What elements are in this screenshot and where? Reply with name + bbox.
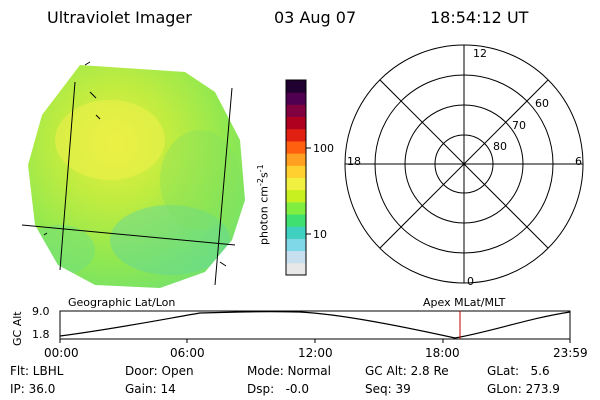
colorbar-unit-label: photon cm-2s-1 bbox=[256, 164, 271, 245]
polar-label-0: 0 bbox=[467, 275, 474, 288]
timeline-right-title: Apex MLat/MLT bbox=[423, 296, 506, 309]
colorbar-band bbox=[286, 104, 306, 118]
colorbar-band bbox=[286, 189, 306, 203]
status-glat: GLat: 5.6 bbox=[487, 364, 550, 378]
instrument-title: Ultraviolet Imager bbox=[47, 8, 192, 27]
timeline-tick-1800: 18:00 bbox=[425, 346, 460, 360]
colorbar-band bbox=[286, 140, 306, 154]
status-ip: IP: 36.0 bbox=[10, 382, 56, 396]
colorbar-band bbox=[286, 153, 306, 166]
timeline-tick-2359: 23:59 bbox=[553, 346, 588, 360]
colorbar-band bbox=[286, 116, 306, 130]
status-mode: Mode: Normal bbox=[247, 364, 331, 378]
colorbar-band bbox=[286, 214, 306, 227]
polar-label-80: 80 bbox=[493, 140, 507, 153]
colorbar-band bbox=[286, 262, 306, 276]
colorbar-band bbox=[286, 165, 306, 178]
colorbar-band bbox=[286, 238, 306, 252]
colorbar-band bbox=[286, 128, 306, 142]
status-glon: GLon: 273.9 bbox=[487, 382, 560, 396]
colorbar-band bbox=[286, 226, 306, 239]
colorbar-band bbox=[286, 177, 306, 191]
timeline-y-max: 9.0 bbox=[32, 305, 50, 318]
timeline-tick-0600: 06:00 bbox=[170, 346, 205, 360]
colorbar-band bbox=[286, 92, 306, 105]
timeline-left-title: Geographic Lat/Lon bbox=[68, 296, 176, 309]
timeline-tick-1200: 12:00 bbox=[298, 346, 333, 360]
time-label: 18:54:12 UT bbox=[430, 8, 529, 27]
polar-label-60: 60 bbox=[535, 97, 549, 110]
status-flt: Flt: LBHL bbox=[10, 364, 64, 378]
timeline-plot bbox=[59, 310, 571, 343]
colorbar-tick-10: 10 bbox=[313, 228, 327, 241]
polar-label-6: 6 bbox=[575, 155, 582, 168]
imager-disk bbox=[21, 61, 245, 288]
status-seq: Seq: 39 bbox=[365, 382, 411, 396]
colorbar bbox=[286, 80, 306, 276]
polar-label-70: 70 bbox=[512, 119, 526, 132]
polar-plot bbox=[344, 44, 584, 284]
colorbar-band bbox=[286, 80, 306, 93]
colorbar-tick-100: 100 bbox=[313, 142, 334, 155]
timeline-tick-0000: 00:00 bbox=[44, 346, 79, 360]
status-dsp: Dsp: -0.0 bbox=[247, 382, 310, 396]
date-label: 03 Aug 07 bbox=[274, 8, 357, 27]
timeline-y-min: 1.8 bbox=[32, 328, 50, 341]
polar-label-12: 12 bbox=[473, 47, 487, 60]
status-gcalt: GC Alt: 2.8 Re bbox=[365, 364, 449, 378]
polar-label-18: 18 bbox=[347, 155, 361, 168]
status-gain: Gain: 14 bbox=[125, 382, 176, 396]
colorbar-frame bbox=[285, 79, 307, 276]
colorbar-band bbox=[286, 201, 306, 215]
status-door: Door: Open bbox=[125, 364, 194, 378]
timeline-y-axis-label: GC Alt bbox=[11, 311, 24, 346]
colorbar-band bbox=[286, 250, 306, 264]
